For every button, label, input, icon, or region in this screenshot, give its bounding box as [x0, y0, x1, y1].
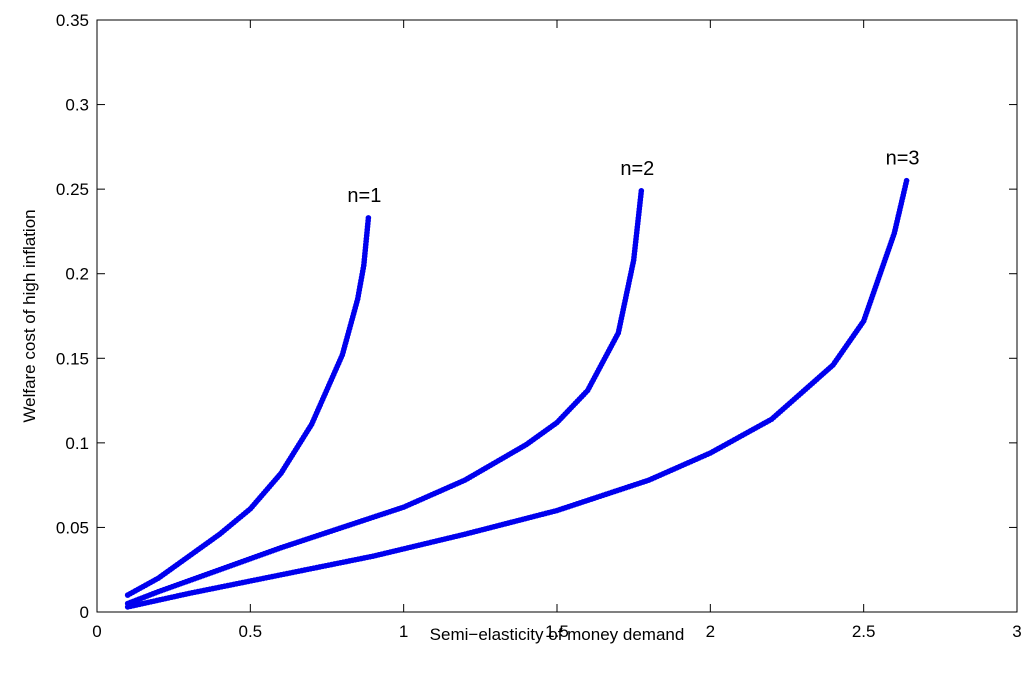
y-tick-label: 0.35 [56, 11, 89, 30]
curve-labels: n=1 n=2 n=3 [347, 148, 919, 207]
data-point [365, 215, 372, 221]
y-tick-label: 0.05 [56, 518, 89, 537]
series-3 [124, 177, 910, 610]
x-tick-label: 1.5 [545, 622, 569, 641]
curve-label-2: n=2 [620, 158, 654, 180]
series-2 [124, 188, 645, 607]
x-tick-label: 0.5 [239, 622, 263, 641]
x-tick-label: 3 [1012, 622, 1021, 641]
series-1 [124, 215, 372, 598]
axis-ticks: 0 0.5 1 1.5 2 2.5 3 0 0.05 0.1 0.15 0.2 0.25 0.3 0.35 [56, 11, 1022, 641]
series-line [125, 215, 371, 598]
y-tick-label: 0.1 [65, 434, 89, 453]
y-tick-label: 0.15 [56, 349, 89, 368]
series-line [125, 188, 644, 607]
x-tick-label: 0 [92, 622, 101, 641]
y-tick-label: 0.3 [65, 96, 89, 115]
y-axis-label: Welfare cost of high inflation [20, 209, 39, 422]
x-tick-label: 2.5 [852, 622, 876, 641]
curve-label-1: n=1 [347, 185, 381, 207]
curve-label-3: n=3 [886, 148, 920, 170]
x-tick-label: 1 [399, 622, 408, 641]
data-point [638, 188, 645, 194]
x-axis-label: Semi−elasticity of money demand [430, 625, 685, 644]
data-point [903, 177, 910, 184]
curves-layer [124, 177, 910, 610]
x-tick-label: 2 [706, 622, 715, 641]
y-tick-label: 0 [80, 603, 89, 622]
series-line [125, 178, 910, 610]
y-tick-label: 0.25 [56, 180, 89, 199]
y-tick-label: 0.2 [65, 265, 89, 284]
